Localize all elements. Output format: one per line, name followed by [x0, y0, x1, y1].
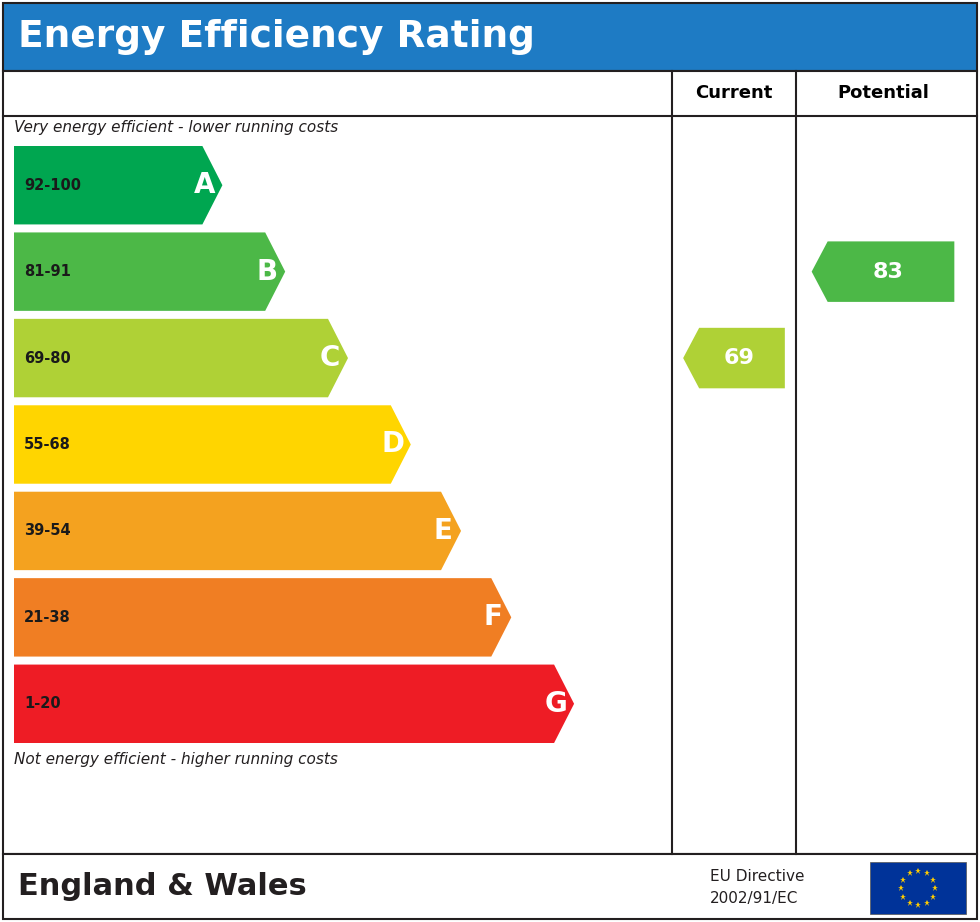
Text: 21-38: 21-38: [24, 609, 71, 625]
Text: EU Directive: EU Directive: [710, 869, 805, 884]
Text: B: B: [257, 257, 277, 286]
Text: Not energy efficient - higher running costs: Not energy efficient - higher running co…: [14, 752, 338, 767]
Bar: [3, 854, 977, 919]
Text: 1-20: 1-20: [24, 696, 61, 711]
Text: 92-100: 92-100: [24, 178, 81, 193]
Text: G: G: [545, 690, 567, 718]
Bar: [3, 71, 977, 854]
Text: 39-54: 39-54: [24, 524, 71, 538]
Polygon shape: [683, 328, 785, 388]
Polygon shape: [14, 232, 285, 311]
Polygon shape: [14, 578, 512, 656]
Text: D: D: [381, 431, 405, 458]
Bar: [870, 862, 966, 914]
Polygon shape: [14, 665, 574, 743]
Bar: [3, 3, 977, 71]
Text: E: E: [433, 517, 453, 545]
Text: Potential: Potential: [837, 85, 929, 102]
Text: England & Wales: England & Wales: [18, 872, 307, 901]
Text: 2002/91/EC: 2002/91/EC: [710, 891, 799, 905]
Text: Current: Current: [696, 85, 772, 102]
Polygon shape: [811, 242, 955, 301]
Polygon shape: [14, 406, 411, 484]
Text: 55-68: 55-68: [24, 437, 71, 452]
Text: 69-80: 69-80: [24, 350, 71, 365]
Polygon shape: [14, 319, 348, 397]
Text: A: A: [194, 171, 216, 199]
Text: Energy Efficiency Rating: Energy Efficiency Rating: [18, 19, 535, 55]
Polygon shape: [14, 491, 461, 570]
Text: Very energy efficient - lower running costs: Very energy efficient - lower running co…: [14, 120, 338, 135]
Text: 69: 69: [723, 349, 755, 368]
Text: 83: 83: [872, 262, 904, 281]
Text: 81-91: 81-91: [24, 264, 71, 279]
Polygon shape: [14, 146, 222, 224]
Text: F: F: [484, 603, 503, 632]
Text: C: C: [319, 344, 340, 372]
